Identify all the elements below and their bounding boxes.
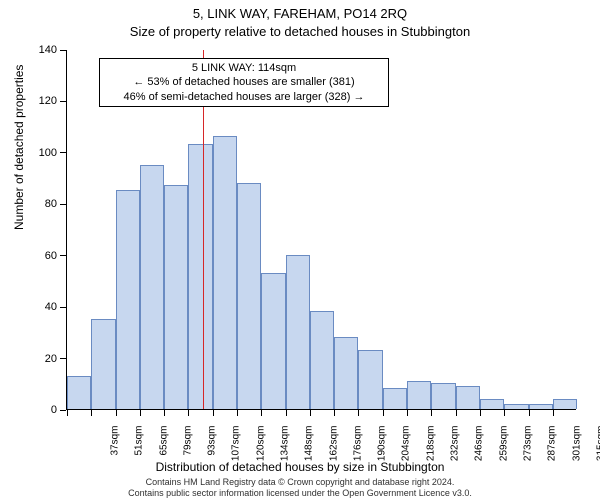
x-tick [334, 410, 335, 416]
bar [504, 404, 528, 409]
annotation-line: 5 LINK WAY: 114sqm [104, 61, 384, 75]
bar [383, 388, 407, 409]
y-tick [60, 410, 66, 411]
y-tick [60, 255, 66, 256]
y-tick-label: 60 [27, 250, 57, 262]
bar [140, 165, 164, 409]
x-tick [529, 410, 530, 416]
x-tick [358, 410, 359, 416]
bar [261, 273, 285, 409]
y-tick-label: 80 [27, 198, 57, 210]
footer-line-2: Contains public sector information licen… [0, 488, 600, 498]
annotation-line: ← 53% of detached houses are smaller (38… [104, 75, 384, 89]
bar [116, 190, 140, 409]
y-tick-label: 20 [27, 353, 57, 365]
footer-attribution: Contains HM Land Registry data © Crown c… [0, 477, 600, 498]
y-tick-label: 140 [27, 44, 57, 56]
bar [529, 404, 553, 409]
y-tick [60, 101, 66, 102]
bar [213, 136, 237, 409]
bar [334, 337, 358, 409]
y-tick [60, 358, 66, 359]
x-tick [261, 410, 262, 416]
bar [67, 376, 91, 409]
bar [310, 311, 334, 409]
x-tick [91, 410, 92, 416]
x-tick [188, 410, 189, 416]
bar [456, 386, 480, 409]
x-tick [504, 410, 505, 416]
bar [480, 399, 504, 409]
x-tick [286, 410, 287, 416]
y-tick-label: 120 [27, 95, 57, 107]
annotation-box: 5 LINK WAY: 114sqm← 53% of detached hous… [99, 58, 389, 107]
chart-title-address: 5, LINK WAY, FAREHAM, PO14 2RQ [0, 6, 600, 21]
bar [286, 255, 310, 409]
bar [553, 399, 577, 409]
chart-container: 5, LINK WAY, FAREHAM, PO14 2RQ Size of p… [0, 0, 600, 500]
x-tick [431, 410, 432, 416]
bar [188, 144, 212, 409]
footer-line-1: Contains HM Land Registry data © Crown c… [0, 477, 600, 487]
bar [407, 381, 431, 409]
y-tick-label: 40 [27, 301, 57, 313]
bar [358, 350, 382, 409]
y-tick-label: 100 [27, 147, 57, 159]
x-tick [140, 410, 141, 416]
y-tick [60, 204, 66, 205]
y-tick-label: 0 [27, 404, 57, 416]
x-tick [407, 410, 408, 416]
y-tick [60, 50, 66, 51]
plot-area: 02040608010012014037sqm51sqm65sqm79sqm93… [66, 50, 576, 410]
annotation-line: 46% of semi-detached houses are larger (… [104, 90, 384, 104]
x-tick [116, 410, 117, 416]
x-tick [383, 410, 384, 416]
x-tick [164, 410, 165, 416]
x-tick [553, 410, 554, 416]
y-tick [60, 152, 66, 153]
bar [164, 185, 188, 409]
bar [431, 383, 455, 409]
x-tick [310, 410, 311, 416]
x-tick [480, 410, 481, 416]
y-tick [60, 307, 66, 308]
x-tick [456, 410, 457, 416]
bar [237, 183, 261, 409]
bar [91, 319, 115, 409]
x-tick [213, 410, 214, 416]
x-tick [67, 410, 68, 416]
x-axis-title: Distribution of detached houses by size … [0, 460, 600, 474]
y-axis-title: Number of detached properties [12, 65, 26, 230]
chart-title-description: Size of property relative to detached ho… [0, 24, 600, 39]
x-tick [237, 410, 238, 416]
